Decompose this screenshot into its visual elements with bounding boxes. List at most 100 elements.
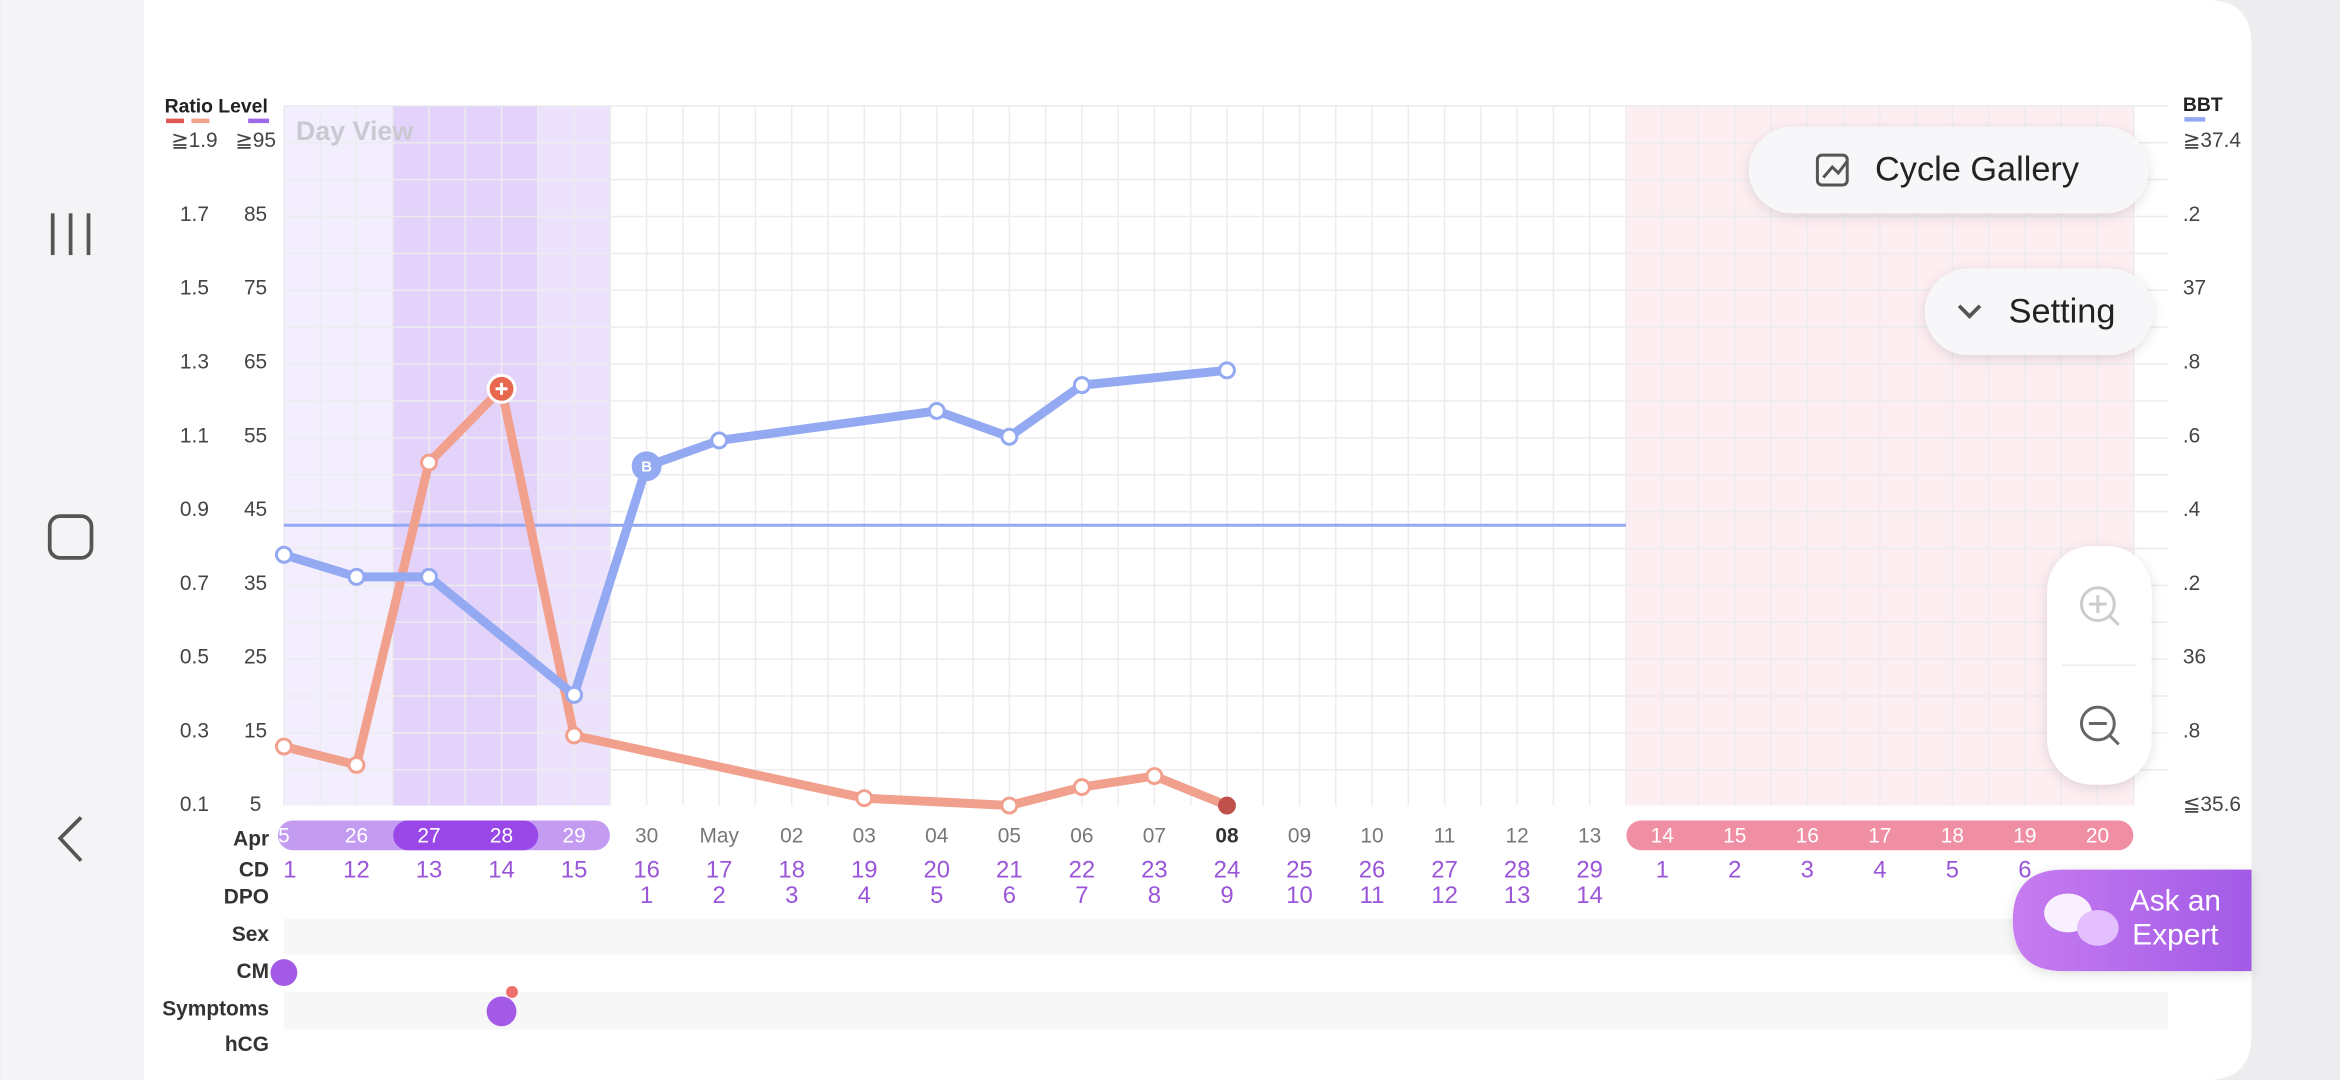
dpo-label: 5 bbox=[930, 882, 943, 909]
cd-label: 17 bbox=[706, 856, 733, 883]
home-button[interactable] bbox=[47, 514, 94, 560]
level-tick-label: ≧95 bbox=[235, 129, 276, 152]
data-point bbox=[927, 401, 946, 420]
level-tick-label: 45 bbox=[244, 498, 267, 521]
cd-label: 6 bbox=[2018, 856, 2031, 883]
y2-tick-label: .4 bbox=[2183, 498, 2200, 521]
level-tick-label: 55 bbox=[244, 424, 267, 447]
row-label: CD bbox=[239, 859, 269, 882]
series-line bbox=[282, 384, 1229, 810]
y-tick-label: 0.3 bbox=[180, 719, 209, 742]
y2-tick-label: ≦35.6 bbox=[2183, 793, 2241, 816]
recents-button[interactable] bbox=[50, 213, 91, 256]
cd-label: 1 bbox=[1656, 856, 1669, 883]
date-label: 07 bbox=[1143, 824, 1166, 847]
setting-button[interactable] bbox=[1924, 268, 2154, 356]
cd-label: 13 bbox=[416, 856, 443, 883]
cd-label: 16 bbox=[633, 856, 660, 883]
expert-icon bbox=[2044, 893, 2119, 946]
level-tick-label: 5 bbox=[250, 793, 262, 816]
cd-label: 27 bbox=[1431, 856, 1458, 883]
cd-label: 29 bbox=[1576, 856, 1603, 883]
y-tick-label: 1.5 bbox=[180, 277, 209, 300]
cd-label: 12 bbox=[343, 856, 370, 883]
y-tick-label: 1.3 bbox=[180, 350, 209, 373]
data-point bbox=[631, 451, 662, 482]
y2-tick-label: 37 bbox=[2183, 277, 2206, 300]
cd-label: 1 bbox=[283, 856, 296, 883]
data-point bbox=[1218, 796, 1236, 815]
chart: Ratio Level BBT Day View 0.1 0.3 0.5 0.7 0.9 1.1 1… bbox=[162, 94, 2241, 1056]
data-point bbox=[1000, 796, 1019, 815]
date-label: 20 bbox=[2086, 824, 2109, 847]
row-stripe bbox=[283, 918, 2168, 955]
nav-icons bbox=[47, 213, 94, 862]
level-tick-label: 35 bbox=[244, 572, 267, 595]
symptom-badge bbox=[506, 986, 518, 998]
y-tick-label: 0.5 bbox=[180, 646, 209, 669]
y2-tick-label: .2 bbox=[2183, 203, 2200, 226]
gallery-button[interactable] bbox=[1748, 126, 2149, 214]
data-point bbox=[565, 685, 584, 704]
data-point bbox=[1072, 376, 1091, 395]
dpo-label: 3 bbox=[785, 882, 798, 909]
date-label: 06 bbox=[1070, 824, 1093, 847]
date-label: 28 bbox=[490, 824, 513, 847]
cd-label: 18 bbox=[778, 856, 805, 883]
zoom-out-button[interactable] bbox=[2079, 705, 2120, 746]
zoom-in-button[interactable] bbox=[2079, 586, 2120, 627]
data-point bbox=[347, 567, 366, 586]
dpo-label: 13 bbox=[1504, 882, 1531, 909]
row-label: DPO bbox=[224, 886, 269, 909]
date-label: May bbox=[699, 824, 739, 847]
y2-tick-label: 36 bbox=[2183, 646, 2206, 669]
y-tick-label: ≧1.9 bbox=[171, 129, 218, 152]
cm-icon bbox=[270, 959, 298, 987]
dpo-label: 8 bbox=[1148, 882, 1161, 909]
y2-tick-label: .6 bbox=[2183, 424, 2200, 447]
back-button[interactable] bbox=[57, 816, 83, 862]
month-label: Apr bbox=[233, 827, 269, 850]
date-label: 11 bbox=[1434, 824, 1456, 847]
y2-tick-label: .2 bbox=[2183, 572, 2200, 595]
date-pill bbox=[1626, 820, 2134, 851]
y-tick-label: 0.7 bbox=[180, 572, 209, 595]
data-point bbox=[274, 737, 293, 756]
cd-label: 4 bbox=[1873, 856, 1886, 883]
cd-label: 25 bbox=[1286, 856, 1313, 883]
chevron-icon bbox=[1957, 304, 1982, 319]
cd-label: 3 bbox=[1801, 856, 1814, 883]
dpo-label: 10 bbox=[1286, 882, 1313, 909]
expert-label: Expert bbox=[2132, 919, 2219, 952]
y2-tick-label: .8 bbox=[2183, 719, 2200, 742]
date-label: 16 bbox=[1796, 824, 1819, 847]
date-label: 09 bbox=[1288, 824, 1311, 847]
y-tick-label: 0.1 bbox=[180, 793, 209, 816]
level-tick-label: 15 bbox=[244, 719, 267, 742]
data-point bbox=[855, 789, 874, 808]
dpo-label: 6 bbox=[1003, 882, 1016, 909]
dpo-label: 4 bbox=[858, 882, 871, 909]
date-label: 10 bbox=[1360, 824, 1383, 847]
axis-title: BBT bbox=[2183, 94, 2223, 116]
cd-label: 24 bbox=[1214, 856, 1241, 883]
date-label: 29 bbox=[562, 824, 585, 847]
cd-label: 26 bbox=[1359, 856, 1386, 883]
level-tick-label: 85 bbox=[244, 203, 267, 226]
data-point bbox=[1218, 361, 1236, 380]
symptom-icon bbox=[486, 996, 517, 1027]
marker-label: B bbox=[641, 460, 652, 476]
date-label: 26 bbox=[345, 824, 368, 847]
cd-label: 21 bbox=[996, 856, 1023, 883]
expert-label: Ask an bbox=[2130, 884, 2221, 917]
data-point bbox=[1072, 778, 1091, 797]
date-label: 14 bbox=[1651, 824, 1674, 847]
level-tick-label: 75 bbox=[244, 277, 267, 300]
date-pill bbox=[393, 820, 539, 851]
date-label: 5 bbox=[278, 824, 290, 847]
data-point bbox=[710, 431, 729, 450]
cd-label: 2 bbox=[1728, 856, 1741, 883]
row-stripe bbox=[283, 991, 2168, 1030]
dpo-label: 14 bbox=[1576, 882, 1603, 909]
date-label: 05 bbox=[998, 824, 1021, 847]
